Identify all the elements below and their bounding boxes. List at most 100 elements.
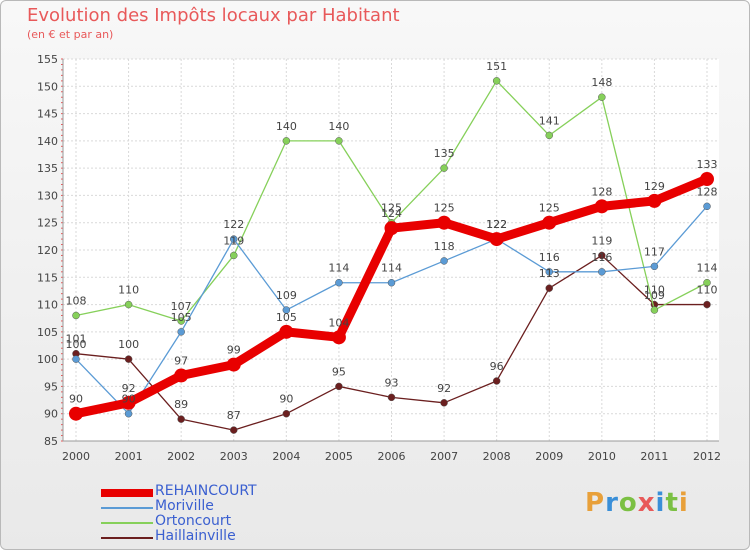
data-label: 119 <box>223 234 244 247</box>
x-tick-label: 2000 <box>62 450 90 463</box>
data-point <box>387 278 396 287</box>
y-tick-label: 120 <box>37 244 58 257</box>
y-tick-label: 110 <box>37 299 58 312</box>
data-label: 125 <box>381 202 402 215</box>
y-tick-label: 115 <box>37 271 58 284</box>
x-tick-label: 2006 <box>378 450 406 463</box>
legend-swatch <box>101 489 153 497</box>
data-label: 128 <box>697 185 718 198</box>
data-label: 114 <box>328 262 349 275</box>
data-point <box>650 262 659 271</box>
legend-item-rehaincourt: REHAINCOURT <box>101 483 321 500</box>
data-label: 93 <box>385 376 399 389</box>
data-label: 140 <box>328 120 349 133</box>
data-point <box>282 306 291 314</box>
data-label: 119 <box>591 234 612 247</box>
x-tick-label: 2012 <box>693 450 721 463</box>
data-label: 105 <box>276 311 297 324</box>
legend-item-moriville: Moriville <box>101 498 321 515</box>
x-tick-label: 2010 <box>588 450 616 463</box>
x-tick-label: 2005 <box>325 450 353 463</box>
y-tick-label: 100 <box>37 353 58 366</box>
data-label: 125 <box>539 202 560 215</box>
data-label: 109 <box>276 289 297 302</box>
data-label: 117 <box>644 245 665 258</box>
data-point <box>492 77 501 85</box>
data-label: 90 <box>279 393 293 406</box>
data-label: 90 <box>69 393 83 406</box>
data-label: 97 <box>174 355 188 368</box>
legend-label: Moriville <box>155 498 214 514</box>
data-point <box>124 355 133 363</box>
y-tick-label: 150 <box>37 80 58 93</box>
y-tick-label: 145 <box>37 108 58 121</box>
legend-label: REHAINCOURT <box>155 483 257 499</box>
data-point <box>440 257 448 265</box>
data-point <box>226 357 241 372</box>
data-label: 124 <box>381 207 402 220</box>
logo-letter: x <box>637 488 656 518</box>
data-label: 118 <box>434 240 455 253</box>
data-label: 116 <box>591 251 612 264</box>
logo-letter: P <box>585 488 606 518</box>
data-point <box>703 300 711 309</box>
y-tick-label: 135 <box>37 162 58 175</box>
data-label: 140 <box>276 120 297 133</box>
data-label: 141 <box>539 114 560 127</box>
data-point <box>700 172 714 187</box>
data-label: 109 <box>644 289 665 302</box>
data-point <box>598 268 606 276</box>
x-tick-label: 2011 <box>640 450 668 463</box>
data-label: 95 <box>332 365 346 378</box>
proxiti-logo: Proxiti <box>585 488 689 518</box>
data-point <box>230 426 238 434</box>
data-point <box>545 284 553 292</box>
data-label: 151 <box>486 60 507 73</box>
y-tick-label: 90 <box>44 408 58 421</box>
data-label: 105 <box>171 311 192 324</box>
logo-letter: r <box>605 488 619 518</box>
legend-item-haillainville: Haillainville <box>101 528 321 545</box>
data-label: 104 <box>328 316 349 329</box>
y-tick-label: 140 <box>37 135 58 148</box>
data-label: 92 <box>437 382 451 395</box>
logo-letter: o <box>618 488 638 518</box>
y-tick-label: 105 <box>37 326 58 339</box>
x-tick-label: 2001 <box>115 450 143 463</box>
data-point <box>384 221 399 236</box>
chart-subtitle: (en € et par an) <box>27 28 114 41</box>
data-label: 116 <box>539 251 560 264</box>
data-point <box>492 377 501 385</box>
data-point <box>335 137 343 145</box>
legend-swatch <box>101 522 153 524</box>
legend-item-ortoncourt: Ortoncourt <box>101 513 321 530</box>
data-point <box>124 300 133 309</box>
data-point <box>335 382 343 391</box>
data-point <box>174 368 189 383</box>
data-point <box>177 415 185 423</box>
data-label: 114 <box>381 262 402 275</box>
x-tick-label: 2002 <box>167 450 195 463</box>
data-point <box>437 215 452 230</box>
data-point <box>282 137 291 145</box>
data-point <box>279 324 294 339</box>
data-point <box>282 409 291 418</box>
logo-letter: t <box>665 488 679 518</box>
data-point <box>440 164 448 172</box>
data-label: 90 <box>122 393 136 406</box>
data-point <box>331 330 346 345</box>
logo-letter: i <box>655 488 666 518</box>
data-label: 100 <box>118 338 139 351</box>
data-point <box>69 406 83 421</box>
data-point <box>387 393 396 402</box>
data-point <box>440 399 448 407</box>
data-label: 110 <box>644 284 665 297</box>
data-label: 135 <box>434 147 455 160</box>
data-point <box>545 131 553 140</box>
data-point <box>545 268 553 276</box>
chart-legend: REHAINCOURT Moriville Ortoncourt Haillai… <box>101 483 321 545</box>
data-label: 122 <box>223 218 244 231</box>
data-label: 89 <box>174 398 188 411</box>
